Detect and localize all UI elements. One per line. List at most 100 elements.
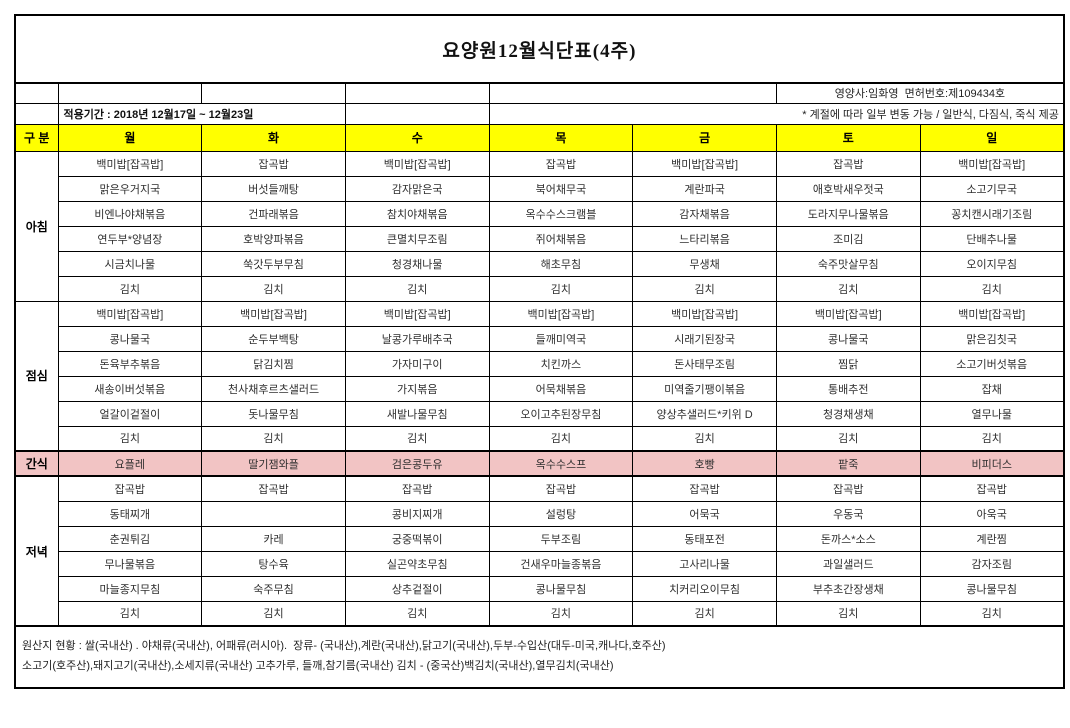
menu-cell: 백미밥[잡곡밥] [201,300,346,327]
menu-cell: 치킨까스 [488,350,634,377]
breakfast-row: 아침 백미밥[잡곡밥] 잡곡밥 백미밥[잡곡밥] 잡곡밥 백미밥[잡곡밥] 잡곡밥 백미밥[잡… [14,150,1065,302]
menu-cell: 가자미구이 [344,350,490,377]
dinner-row: 춘권튀김 카레 궁중떡볶이 두부조림 동태포전 돈까스*소스 계란찜 [15,525,1065,552]
breakfast-row: 비엔나야채볶음 건파래볶음 참치야채볶음 옥수수스크램블 감자채볶음 도라지무나물볶음 꽁치… [15,200,1065,227]
menu-cell: 잡곡밥 [201,150,346,177]
menu-cell: 큰멸치무조림 [344,225,490,252]
day-header: 금 [632,123,777,152]
menu-cell: 새송이버섯볶음 [57,375,203,402]
menu-cell: 백미밥[잡곡밥] [488,300,634,327]
menu-cell: 백미밥[잡곡밥] [344,150,490,177]
menu-cell: 아욱국 [919,500,1065,527]
menu-cell: 청경채나물 [344,250,490,277]
day-header: 목 [488,123,634,152]
info-row: 영양사:임화영 면허번호:제109434호 [14,82,1065,104]
nutritionist-info: 영양사:임화영 면허번호:제109434호 [775,82,1065,104]
menu-cell: 김치 [57,600,203,627]
footer-row: 원산지 현황 : 쌀(국내산) . 야채류(국내산), 어패류(러시아). 장류… [14,625,1065,689]
menu-cell: 잡곡밥 [488,150,634,177]
menu-cell: 순두부백탕 [201,325,346,352]
menu-cell: 무나물볶음 [57,550,203,577]
menu-cell: 호박양파볶음 [201,225,346,252]
menu-cell: 쑥갓두부무침 [201,250,346,277]
menu-cell: 우동국 [775,500,921,527]
menu-cell: 콩비지찌개 [344,500,490,527]
menu-cell: 백미밥[잡곡밥] [57,150,203,177]
menu-cell: 숙주맛살무침 [775,250,921,277]
menu-cell: 비엔나야채볶음 [57,200,203,227]
menu-cell: 춘권튀김 [57,525,203,552]
menu-cell: 궁중떡볶이 [344,525,490,552]
period-row: 적용기간 : 2018년 12월17일 ~ 12월23일 * 계절에 따라 일부… [14,102,1065,125]
menu-cell: 가지볶음 [344,375,490,402]
menu-table: 요양원12월식단표(4주) 영양사:임화영 면허번호:제109434호 적용기간… [14,14,1065,689]
menu-cell: 딸기잼와플 [201,450,346,477]
menu-cell: 소고기버섯볶음 [919,350,1065,377]
menu-cell: 김치 [57,425,203,452]
breakfast-row: 연두부*양념장 호박양파볶음 큰멸치무조림 쥐어채볶음 느타리볶음 조미김 단배추나물 [15,225,1065,252]
dinner-row: 무나물볶음 탕수육 실곤약초무침 건새우마늘종볶음 고사리나물 과일샐러드 감자조림 [15,550,1065,577]
menu-cell: 김치 [632,425,777,452]
menu-cell: 치커리오이무침 [632,575,777,602]
menu-cell: 김치 [201,425,346,452]
menu-cell: 김치 [201,600,346,627]
lunch-row: 콩나물국 순두부백탕 날콩가루배추국 들깨미역국 시래기된장국 콩나물국 맑은김칫국 [15,325,1065,352]
snack-row: 간식 요플레 딸기잼와플 검은콩두유 옥수수스프 호빵 팥죽 비피더스 [14,450,1065,477]
day-header: 일 [919,123,1065,152]
menu-cell: 잡곡밥 [775,475,921,502]
menu-cell: 김치 [488,425,634,452]
menu-cell: 탕수육 [201,550,346,577]
menu-cell: 숙주무침 [201,575,346,602]
menu-cell: 감자조림 [919,550,1065,577]
menu-cell: 옥수수스프 [488,450,634,477]
menu-cell: 돈까스*소스 [775,525,921,552]
menu-cell: 잡곡밥 [919,475,1065,502]
menu-cell: 애호박새우젓국 [775,175,921,202]
menu-cell: 콩나물국 [775,325,921,352]
menu-cell: 검은콩두유 [344,450,490,477]
menu-cell: 감자채볶음 [632,200,777,227]
breakfast-row: 시금치나물 쑥갓두부무침 청경채나물 해초무침 무생채 숙주맛살무침 오이지무침 [15,250,1065,277]
menu-cell: 돗나물무침 [201,400,346,427]
lunch-row: 돈육부추볶음 닭김치찜 가자미구이 치킨까스 돈사태무조림 찜닭 소고기버섯볶음 [15,350,1065,377]
section-label-snack: 간식 [14,450,59,477]
menu-cell: 김치 [775,425,921,452]
menu-cell: 김치 [344,275,490,302]
menu-cell: 김치 [632,600,777,627]
origin-line-1: 원산지 현황 : 쌀(국내산) . 야채류(국내산), 어패류(러시아). 장류… [22,640,666,653]
menu-cell: 돈육부추볶음 [57,350,203,377]
menu-cell: 날콩가루배추국 [344,325,490,352]
menu-cell: 동태포전 [632,525,777,552]
empty-cell [344,82,490,104]
menu-cell: 김치 [775,275,921,302]
menu-cell: 김치 [919,425,1065,452]
menu-cell: 조미김 [775,225,921,252]
menu-cell: 느타리볶음 [632,225,777,252]
empty-cell [344,102,490,125]
menu-cell: 쥐어채볶음 [488,225,634,252]
menu-cell: 김치 [344,600,490,627]
menu-cell: 김치 [488,600,634,627]
menu-cell: 잡곡밥 [344,475,490,502]
menu-cell: 설렁탕 [488,500,634,527]
menu-cell: 고사리나물 [632,550,777,577]
empty-cell [201,82,346,104]
menu-cell: 백미밥[잡곡밥] [344,300,490,327]
section-label-breakfast: 아침 [14,150,59,302]
menu-cell: 열무나물 [919,400,1065,427]
menu-cell: 잡곡밥 [632,475,777,502]
menu-cell: 어묵국 [632,500,777,527]
menu-cell: 잡곡밥 [775,150,921,177]
lunch-row: 새송이버섯볶음 천사채후르츠샐러드 가지볶음 어묵채볶음 미역줄기팽이볶음 통배추전 잡채 [15,375,1065,402]
menu-cell: 찜닭 [775,350,921,377]
menu-cell: 백미밥[잡곡밥] [775,300,921,327]
menu-cell: 북어채무국 [488,175,634,202]
menu-cell: 단배추나물 [919,225,1065,252]
menu-cell: 과일샐러드 [775,550,921,577]
menu-cell: 동태찌개 [57,500,203,527]
page-title: 요양원12월식단표(4주) [14,14,1065,84]
menu-cell: 김치 [919,275,1065,302]
breakfast-row: 맑은우거지국 버섯들깨탕 감자맑은국 북어채무국 계란파국 애호박새우젓국 소고기무국 [15,175,1065,202]
menu-cell [201,500,346,527]
